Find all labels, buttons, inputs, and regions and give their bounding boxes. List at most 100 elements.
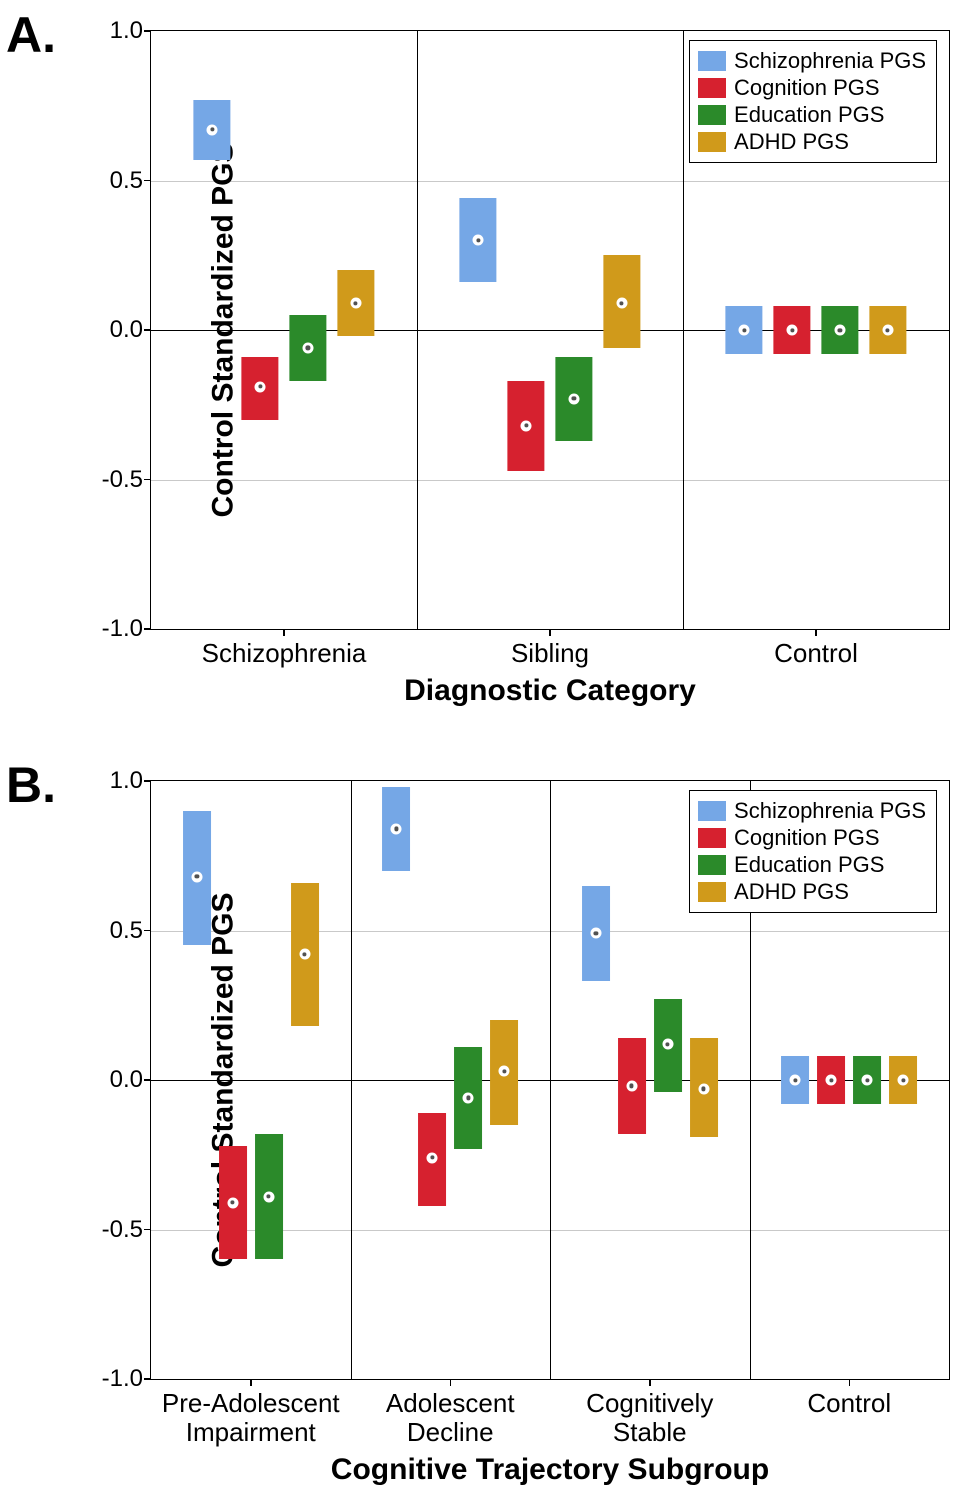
legend: Schizophrenia PGSCognition PGSEducation … xyxy=(689,790,937,913)
y-tick-label: 0.5 xyxy=(110,167,143,195)
point-marker xyxy=(590,928,601,939)
legend-item: Schizophrenia PGS xyxy=(698,48,926,74)
point-marker xyxy=(898,1075,909,1086)
legend-label: Schizophrenia PGS xyxy=(734,48,926,74)
legend-swatch xyxy=(698,51,726,71)
point-marker xyxy=(616,298,627,309)
legend-swatch xyxy=(698,882,726,902)
legend-swatch xyxy=(698,855,726,875)
legend-item: ADHD PGS xyxy=(698,129,926,155)
panel-a-plot: -1.0-0.50.00.51.0Control Standardized PG… xyxy=(150,30,950,630)
y-tick-label: 1.0 xyxy=(110,17,143,45)
y-tick xyxy=(144,930,151,932)
legend-swatch xyxy=(698,105,726,125)
legend-item: Cognition PGS xyxy=(698,75,926,101)
legend-label: Cognition PGS xyxy=(734,75,880,101)
category-separator xyxy=(550,781,551,1379)
panel-b-label: B. xyxy=(6,756,56,814)
legend-swatch xyxy=(698,132,726,152)
y-gridline xyxy=(151,181,949,182)
legend: Schizophrenia PGSCognition PGSEducation … xyxy=(689,40,937,163)
legend-label: ADHD PGS xyxy=(734,879,849,905)
panel-a: A. -1.0-0.50.00.51.0Control Standardized… xyxy=(0,0,980,750)
point-marker xyxy=(191,871,202,882)
legend-item: ADHD PGS xyxy=(698,879,926,905)
point-marker xyxy=(626,1080,637,1091)
x-category-label: Pre-Adolescent Impairment xyxy=(162,1389,340,1446)
point-marker xyxy=(350,298,361,309)
point-marker xyxy=(698,1083,709,1094)
legend-label: Cognition PGS xyxy=(734,825,880,851)
y-tick xyxy=(144,329,151,331)
point-marker xyxy=(473,235,484,246)
y-gridline xyxy=(151,480,949,481)
point-marker xyxy=(227,1197,238,1208)
y-tick-label: -1.0 xyxy=(102,1365,143,1393)
y-tick xyxy=(144,1079,151,1081)
x-tick xyxy=(250,1379,252,1386)
point-marker xyxy=(521,420,532,431)
y-tick xyxy=(144,780,151,782)
y-tick-label: 0.5 xyxy=(110,917,143,945)
x-category-label: Cognitively Stable xyxy=(586,1389,713,1446)
y-tick xyxy=(144,180,151,182)
panel-b-plot: -1.0-0.50.00.51.0Control Standardized PG… xyxy=(150,780,950,1380)
legend-item: Education PGS xyxy=(698,102,926,128)
category-separator xyxy=(351,781,352,1379)
legend-swatch xyxy=(698,828,726,848)
point-marker xyxy=(787,325,798,336)
category-separator xyxy=(417,31,418,629)
point-marker xyxy=(790,1075,801,1086)
x-category-label: Control xyxy=(774,639,858,668)
y-tick-label: 1.0 xyxy=(110,767,143,795)
legend-item: Education PGS xyxy=(698,852,926,878)
x-category-label: Adolescent Decline xyxy=(386,1389,515,1446)
y-tick xyxy=(144,30,151,32)
x-category-label: Schizophrenia xyxy=(202,639,367,668)
y-tick-label: -0.5 xyxy=(102,466,143,494)
legend-label: ADHD PGS xyxy=(734,129,849,155)
x-axis-title: Cognitive Trajectory Subgroup xyxy=(331,1453,769,1487)
x-tick xyxy=(283,629,285,636)
y-tick-label: -1.0 xyxy=(102,615,143,643)
y-tick xyxy=(144,1378,151,1380)
point-marker xyxy=(463,1092,474,1103)
legend-label: Education PGS xyxy=(734,102,884,128)
point-marker xyxy=(834,325,845,336)
point-marker xyxy=(662,1039,673,1050)
x-category-label: Control xyxy=(807,1389,891,1418)
legend-swatch xyxy=(698,78,726,98)
y-tick-label: -0.5 xyxy=(102,1216,143,1244)
point-marker xyxy=(499,1066,510,1077)
x-category-label: Sibling xyxy=(511,639,589,668)
legend-swatch xyxy=(698,801,726,821)
category-separator xyxy=(683,31,684,629)
point-marker xyxy=(263,1191,274,1202)
point-marker xyxy=(882,325,893,336)
legend-label: Schizophrenia PGS xyxy=(734,798,926,824)
y-tick-label: 0.0 xyxy=(110,316,143,344)
point-marker xyxy=(862,1075,873,1086)
point-marker xyxy=(207,124,218,135)
y-axis-title: Control Standardized PGS xyxy=(207,142,241,517)
x-tick xyxy=(450,1379,452,1386)
x-tick xyxy=(549,629,551,636)
point-marker xyxy=(299,949,310,960)
panel-a-label: A. xyxy=(6,6,56,64)
point-marker xyxy=(826,1075,837,1086)
panel-b: B. -1.0-0.50.00.51.0Control Standardized… xyxy=(0,750,980,1500)
y-tick xyxy=(144,1229,151,1231)
point-marker xyxy=(427,1152,438,1163)
point-marker xyxy=(255,381,266,392)
y-tick xyxy=(144,479,151,481)
y-tick-label: 0.0 xyxy=(110,1066,143,1094)
y-tick xyxy=(144,628,151,630)
legend-label: Education PGS xyxy=(734,852,884,878)
x-axis-title: Diagnostic Category xyxy=(404,674,696,708)
legend-item: Schizophrenia PGS xyxy=(698,798,926,824)
point-marker xyxy=(391,823,402,834)
figure: A. -1.0-0.50.00.51.0Control Standardized… xyxy=(0,0,980,1500)
point-marker xyxy=(568,393,579,404)
point-marker xyxy=(739,325,750,336)
x-tick xyxy=(849,1379,851,1386)
